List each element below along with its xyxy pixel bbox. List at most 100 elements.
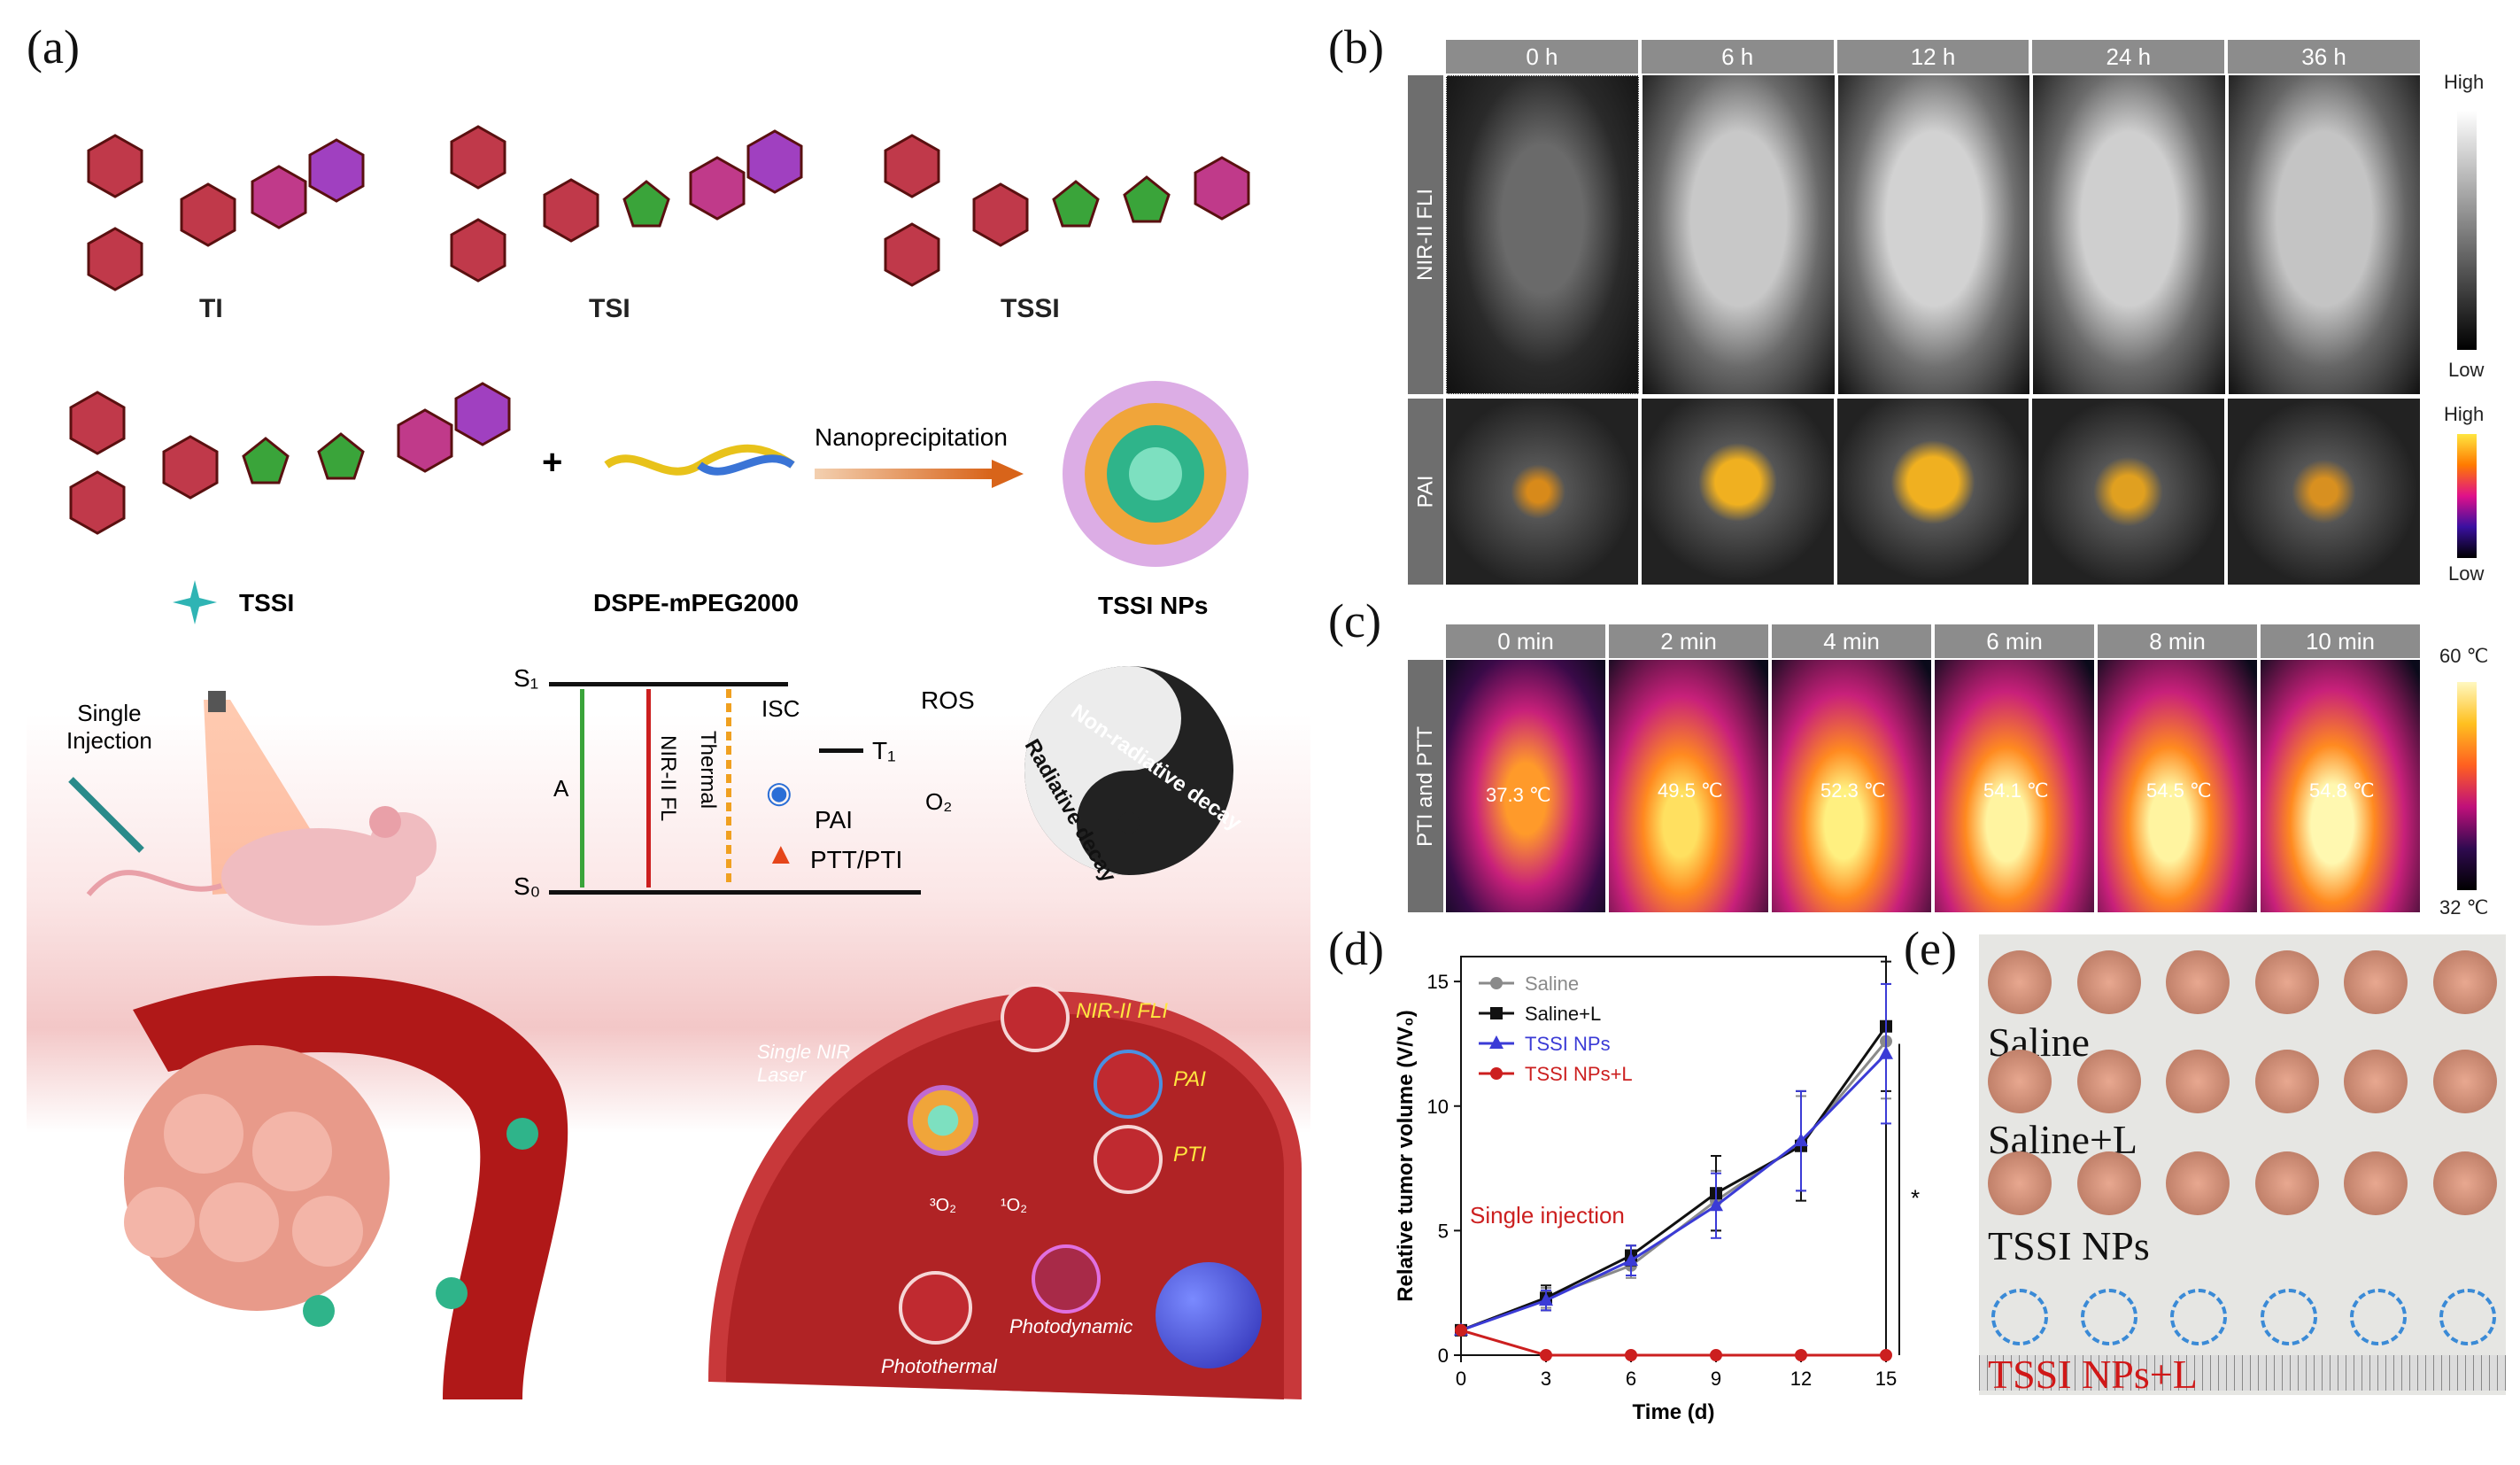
pai-frame-3 [2032, 399, 2225, 585]
pti-frame-0: 37.3 ℃ [1446, 660, 1605, 912]
pai-frame-0 [1446, 399, 1638, 585]
pti-frame-3: 54.1 ℃ [1935, 660, 2094, 912]
tumor [2344, 1151, 2408, 1215]
tssi-nanoparticle [1063, 381, 1248, 567]
tumor [2432, 1050, 2497, 1113]
panel-a-label: (a) [27, 20, 80, 74]
pai-frame-2 [1836, 399, 2029, 585]
molecule-tsi [450, 125, 803, 283]
panel-e-label: (e) [1904, 922, 1957, 975]
ros-label: ROS [921, 686, 975, 714]
pti-temp-2: 52.3 ℃ [1820, 779, 1886, 802]
photo-label-tssi-nps-l: TSSI NPs+L [1988, 1352, 2198, 1397]
row-label-pti-text: PTI and PTT [1413, 725, 1438, 847]
plus-sign: + [542, 443, 563, 482]
cell-o2a-label: ³O₂ [930, 1196, 956, 1215]
cell-photodynamic-label: Photodynamic [1009, 1315, 1133, 1337]
empty-tumor-circle [2170, 1289, 2228, 1345]
isc-label: ISC [761, 695, 800, 722]
s1-level [549, 682, 788, 686]
molecule-tssi [884, 134, 1250, 287]
y-axis-label: Relative tumor volume (V/V₀) [1394, 1010, 1418, 1302]
tumor-row-2 [1988, 1050, 2497, 1120]
empty-tumor-circle [2260, 1289, 2317, 1345]
nir-fli-image-row [1446, 75, 2421, 394]
tumor [2344, 950, 2408, 1014]
tssi-nps-label: TSSI NPs [1098, 592, 1209, 619]
pai-image-row [1446, 399, 2420, 585]
cell-pai-label: PAI [1173, 1067, 1206, 1091]
wifi-icon: ◉ [766, 776, 792, 810]
fli-scalebar [2457, 111, 2477, 350]
tumor [2344, 1050, 2408, 1113]
tumor [2166, 950, 2230, 1014]
y-tick-label: 0 [1438, 1345, 1449, 1367]
cell-nanoparticle [908, 1085, 978, 1156]
cell-blue-sphere [1156, 1262, 1262, 1368]
pti-temp-4: 54.5 ℃ [2146, 779, 2212, 802]
data-point [1455, 1323, 1467, 1337]
mouse-illustration [68, 691, 437, 926]
tumor-row-1 [1988, 950, 2497, 1021]
x-tick-label: 9 [1711, 1368, 1721, 1390]
tumor [2254, 1151, 2319, 1215]
time-label-6min: 6 min [1935, 624, 2094, 658]
yin-yang-graphic [1024, 666, 1233, 875]
tumor-photo: Saline Saline+L TSSI NPs TSSI NPs+L [1979, 934, 2506, 1397]
data-point [1540, 1349, 1552, 1361]
tumor [2254, 950, 2319, 1014]
y-tick-label: 15 [1427, 971, 1449, 993]
tssi-legend-label: TSSI [239, 589, 295, 616]
data-point [1624, 1252, 1638, 1267]
ptt-pti-label: PTT/PTI [810, 846, 903, 873]
thermal-arrow [726, 689, 731, 888]
tumor [2076, 1151, 2141, 1215]
cell-laser-label: Single NIR Laser [757, 1041, 851, 1086]
panel-b-label: (b) [1328, 20, 1384, 74]
row-label-pti: PTI and PTT [1408, 660, 1443, 912]
molecule-ti [87, 134, 365, 291]
legend-marker [1490, 1067, 1503, 1080]
data-point [1539, 1292, 1553, 1306]
series-line-3 [1460, 1329, 1886, 1357]
fli-scale-low: Low [2448, 359, 2485, 381]
panel-c-time-header: 0 min 2 min 4 min 6 min 8 min 10 min [1446, 624, 2420, 658]
time-label-4min: 4 min [1772, 624, 1931, 658]
y-tick-label: 10 [1427, 1096, 1449, 1118]
tumor [1988, 950, 2052, 1014]
pti-temp-1: 49.5 ℃ [1658, 779, 1723, 802]
data-point [1709, 1198, 1723, 1212]
nir-fli-frame-3 [2033, 75, 2225, 394]
pti-scale-high: 60 ℃ [2439, 645, 2489, 667]
dspe-peg-chain [604, 444, 795, 476]
data-point [1879, 1045, 1893, 1059]
tssi-star-icon [173, 580, 217, 624]
molecule-name-ti: TI [199, 294, 223, 323]
time-label-10min: 10 min [2261, 624, 2420, 658]
o2-label: O₂ [925, 788, 953, 815]
pti-temp-5: 54.8 ℃ [2309, 779, 2375, 802]
pti-scalebar [2457, 682, 2477, 890]
panel-c-label: (c) [1328, 594, 1381, 647]
legend-label: Saline [1525, 973, 1579, 995]
legend-label: TSSI NPs+L [1525, 1063, 1633, 1085]
tumor [2166, 1050, 2230, 1113]
pai-scale-high: High [2444, 403, 2485, 425]
time-label-24h: 24 h [2032, 40, 2225, 74]
absorption-arrow [580, 689, 584, 888]
single-injection-label: Single Injection [66, 700, 152, 754]
tumor [1988, 1050, 2052, 1113]
nir-fli-frame-0 [1446, 75, 1640, 394]
data-point [1794, 1133, 1808, 1147]
panel-d-label: (d) [1328, 922, 1384, 975]
empty-tumor-circle [2439, 1289, 2496, 1345]
legend-marker [1489, 1035, 1503, 1049]
pti-temp-0: 37.3 ℃ [1486, 784, 1551, 806]
empty-tumor-circle [2349, 1289, 2407, 1345]
tumor [2432, 950, 2497, 1014]
legend-label: Saline+L [1525, 1003, 1601, 1025]
molecule-structures [87, 125, 1250, 291]
tumor [2076, 950, 2141, 1014]
row-label-pai-text: PAI [1413, 475, 1437, 508]
row-label-nir-fli: NIR-II FLI [1408, 75, 1443, 394]
